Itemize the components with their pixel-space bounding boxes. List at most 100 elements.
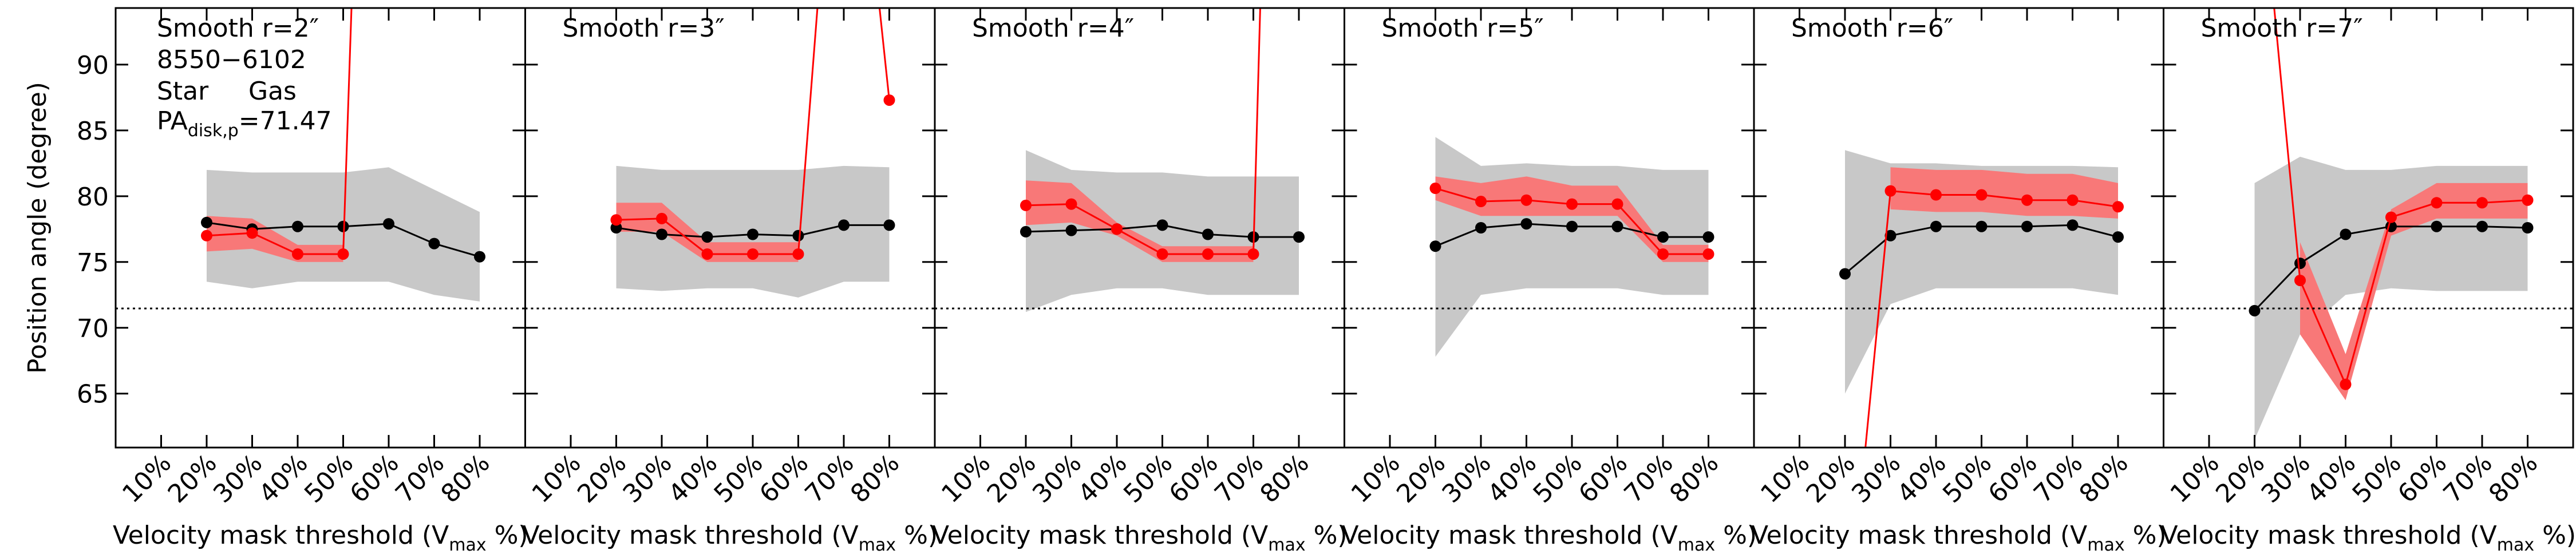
y-tick-label: 90: [77, 51, 109, 80]
x-label-end: %): [487, 521, 528, 550]
x-tick-label: 50%: [299, 449, 359, 509]
point: [337, 248, 349, 260]
panel: 10%20%30%40%50%60%70%80% Velocity mask th…: [1341, 7, 1757, 555]
panel: 65 70 75 80 85 90 10%20%30%40%50%60%70%80% Velo…: [23, 7, 528, 555]
x-axis-label: Velocity mask threshold (Vmax %): [2160, 521, 2576, 555]
x-tick-label: 20%: [2210, 449, 2270, 509]
x-label-sub: max: [2087, 535, 2124, 555]
x-tick-label: 60%: [1983, 449, 2043, 509]
pa-annotation: PAdisk,p=71.47: [157, 106, 332, 141]
x-label-text: Velocity mask threshold (V: [522, 521, 858, 550]
point: [2431, 220, 2443, 232]
point: [1976, 220, 1988, 232]
point: [1111, 223, 1123, 235]
x-label-sub: max: [449, 535, 486, 555]
point: [1202, 228, 1214, 240]
x-label-sub: max: [2497, 535, 2534, 555]
x-axis-label: Velocity mask threshold (Vmax %): [522, 521, 938, 555]
x-tick-label: 30%: [1027, 449, 1087, 509]
x-tick-label: 60%: [754, 449, 814, 509]
x-tick-label: 80%: [845, 449, 905, 509]
x-tick-label: 80%: [436, 449, 496, 509]
x-tick-label: 80%: [1255, 449, 1315, 509]
x-tick-label: 20%: [1391, 449, 1451, 509]
point: [1884, 229, 1897, 242]
point: [792, 229, 804, 242]
x-label-end: %): [2125, 521, 2167, 550]
plot-area: [201, 8, 485, 302]
plot-area: [1429, 137, 1714, 357]
x-axis-label: Velocity mask threshold (Vmax %): [932, 521, 1348, 555]
panel-title: Smooth r=7″: [2201, 14, 2363, 43]
x-label-end: %): [1306, 521, 1348, 550]
point: [2294, 258, 2306, 270]
panel-title: Smooth r=6″: [1791, 14, 1953, 43]
band: [1026, 180, 1254, 262]
point: [656, 212, 667, 224]
panel: 10%20%30%40%50%60%70%80% Velocity mask th…: [2160, 7, 2576, 555]
x-tick-label: 70%: [2028, 449, 2088, 509]
point: [428, 238, 440, 250]
y-tick-label: 85: [77, 117, 109, 146]
x-tick-label: 20%: [1801, 449, 1861, 509]
point: [1702, 231, 1714, 243]
point: [1657, 231, 1669, 243]
point: [383, 218, 394, 230]
point: [1429, 183, 1441, 195]
point: [2067, 219, 2079, 231]
point: [2431, 197, 2443, 209]
point: [2476, 220, 2488, 232]
point: [1020, 199, 1032, 211]
x-label-text: Velocity mask threshold (V: [2160, 521, 2496, 550]
x-tick-label: 10%: [936, 449, 996, 509]
point: [474, 251, 485, 263]
x-tick-label: 30%: [208, 449, 268, 509]
point: [2249, 304, 2261, 316]
x-tick-label: 50%: [1937, 449, 1997, 509]
point: [883, 94, 895, 106]
x-tick-label: 20%: [982, 449, 1042, 509]
panel-title: Smooth r=5″: [1382, 14, 1544, 43]
pa-label: PA: [157, 106, 188, 136]
point: [2112, 231, 2124, 243]
x-tick-label: 80%: [2074, 449, 2134, 509]
point: [701, 231, 713, 243]
x-axis-label: Velocity mask threshold (Vmax %): [113, 521, 528, 555]
point: [2294, 274, 2306, 286]
x-label-sub: max: [1268, 535, 1305, 555]
plot-area: [1839, 150, 2124, 448]
x-tick-label: 30%: [618, 449, 678, 509]
x-label-sub: max: [1678, 535, 1715, 555]
point: [2522, 222, 2534, 234]
point: [201, 229, 212, 242]
band: [2254, 156, 2528, 440]
point: [292, 220, 303, 232]
point: [2476, 197, 2488, 209]
point: [1702, 248, 1714, 260]
x-tick-label: 50%: [2347, 449, 2407, 509]
plot-area: [2249, 8, 2534, 440]
point: [1611, 220, 1623, 232]
x-tick-label: 70%: [390, 449, 450, 509]
panel: 10%20%30%40%50%60%70%80% Velocity mask th…: [932, 7, 1348, 555]
x-tick-label: 80%: [2483, 449, 2543, 509]
point: [1884, 185, 1897, 197]
x-tick-label: 40%: [663, 449, 723, 509]
point: [1293, 231, 1305, 243]
y-tick-label: 70: [77, 314, 109, 343]
panel-title: Smooth r=3″: [563, 14, 725, 43]
point: [1065, 224, 1077, 236]
point: [747, 248, 758, 260]
point: [1247, 248, 1259, 260]
y-axis-label: Position angle (degree): [23, 82, 52, 374]
x-label-text: Velocity mask threshold (V: [113, 521, 449, 550]
point: [1475, 196, 1487, 208]
x-tick-label: 60%: [1164, 449, 1224, 509]
point: [656, 228, 667, 240]
legend-entry: Star: [157, 77, 209, 106]
x-tick-label: 80%: [1664, 449, 1724, 509]
point: [1976, 189, 1988, 201]
x-tick-label: 60%: [2392, 449, 2452, 509]
point: [1156, 219, 1168, 231]
